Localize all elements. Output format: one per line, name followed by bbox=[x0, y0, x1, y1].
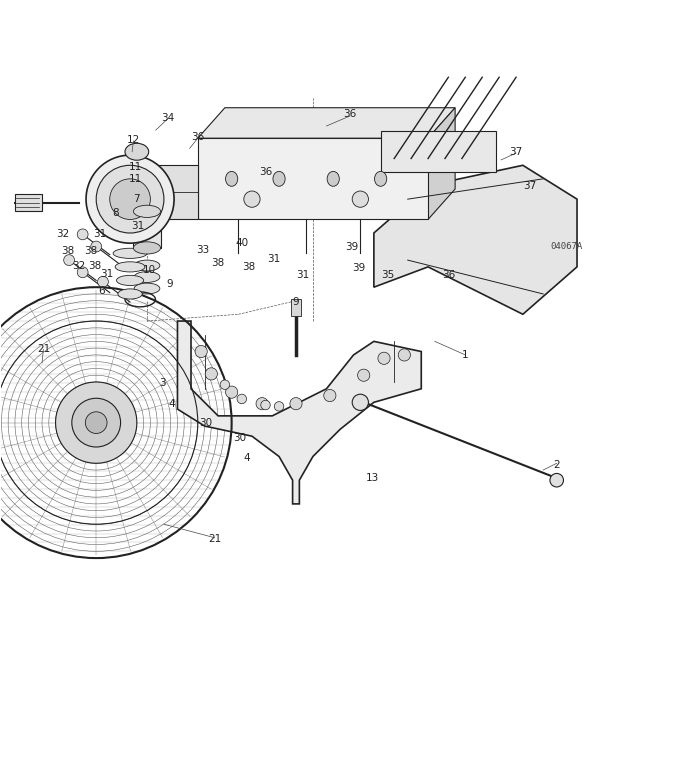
Circle shape bbox=[96, 165, 164, 233]
Text: 38: 38 bbox=[242, 262, 255, 272]
Circle shape bbox=[97, 277, 108, 287]
Text: 1: 1 bbox=[462, 350, 469, 360]
Text: 32: 32 bbox=[73, 261, 86, 270]
Ellipse shape bbox=[134, 260, 160, 271]
Text: 30: 30 bbox=[199, 418, 212, 428]
Text: 8: 8 bbox=[112, 208, 118, 218]
Text: 36: 36 bbox=[442, 270, 455, 280]
Text: 11: 11 bbox=[129, 162, 142, 172]
Text: 31: 31 bbox=[267, 254, 280, 264]
Circle shape bbox=[86, 412, 107, 433]
Ellipse shape bbox=[327, 171, 339, 186]
Circle shape bbox=[274, 402, 284, 411]
Bar bbox=[291, 299, 301, 316]
Polygon shape bbox=[198, 108, 455, 138]
Circle shape bbox=[91, 241, 101, 252]
Ellipse shape bbox=[115, 262, 145, 272]
Circle shape bbox=[290, 397, 302, 410]
Text: 39: 39 bbox=[345, 241, 359, 251]
Circle shape bbox=[324, 390, 336, 402]
Text: 3: 3 bbox=[159, 378, 166, 388]
Circle shape bbox=[64, 254, 75, 266]
Polygon shape bbox=[381, 131, 496, 172]
Circle shape bbox=[78, 267, 88, 277]
Circle shape bbox=[352, 191, 369, 207]
Ellipse shape bbox=[134, 283, 160, 294]
Circle shape bbox=[260, 400, 270, 410]
Text: 38: 38 bbox=[61, 245, 74, 256]
Text: 9: 9 bbox=[292, 297, 299, 307]
Text: 35: 35 bbox=[381, 270, 394, 280]
Polygon shape bbox=[177, 321, 422, 504]
Bar bbox=[15, 194, 42, 212]
Ellipse shape bbox=[133, 206, 160, 218]
Circle shape bbox=[358, 369, 370, 381]
Text: 31: 31 bbox=[100, 269, 113, 279]
Text: 13: 13 bbox=[366, 473, 379, 483]
Text: 36: 36 bbox=[259, 167, 272, 177]
Text: 38: 38 bbox=[211, 258, 224, 268]
Text: 31: 31 bbox=[296, 270, 309, 280]
Ellipse shape bbox=[113, 248, 147, 258]
Text: 2: 2 bbox=[554, 460, 560, 470]
Circle shape bbox=[378, 352, 390, 364]
Polygon shape bbox=[428, 108, 455, 219]
Text: 31: 31 bbox=[93, 229, 106, 239]
Text: 38: 38 bbox=[88, 261, 101, 270]
Circle shape bbox=[237, 394, 247, 403]
Circle shape bbox=[220, 380, 230, 390]
Ellipse shape bbox=[134, 272, 160, 283]
Bar bbox=[133, 211, 160, 248]
Text: 37: 37 bbox=[509, 147, 523, 157]
Text: 32: 32 bbox=[56, 229, 69, 239]
Text: 11: 11 bbox=[129, 174, 142, 184]
Text: 40: 40 bbox=[235, 238, 248, 248]
Bar bbox=[198, 138, 428, 219]
Circle shape bbox=[205, 367, 218, 380]
Text: 36: 36 bbox=[191, 132, 205, 142]
Circle shape bbox=[109, 179, 150, 219]
Circle shape bbox=[352, 394, 369, 410]
Bar bbox=[157, 165, 198, 219]
Circle shape bbox=[256, 397, 268, 410]
Circle shape bbox=[78, 229, 88, 240]
Text: 31: 31 bbox=[131, 222, 145, 231]
Circle shape bbox=[226, 386, 238, 398]
Text: 12: 12 bbox=[127, 134, 140, 144]
Text: 37: 37 bbox=[523, 180, 537, 190]
Ellipse shape bbox=[133, 242, 160, 254]
Text: 21: 21 bbox=[208, 534, 221, 544]
Circle shape bbox=[56, 382, 137, 463]
Circle shape bbox=[195, 345, 207, 358]
Text: 33: 33 bbox=[197, 245, 210, 255]
Text: 9: 9 bbox=[166, 279, 173, 289]
Polygon shape bbox=[374, 165, 577, 314]
Circle shape bbox=[398, 349, 411, 361]
Text: 04067A: 04067A bbox=[550, 242, 582, 251]
Ellipse shape bbox=[226, 171, 238, 186]
Ellipse shape bbox=[375, 171, 387, 186]
Text: 38: 38 bbox=[84, 245, 97, 256]
Ellipse shape bbox=[125, 144, 149, 160]
Ellipse shape bbox=[118, 289, 142, 299]
Text: 21: 21 bbox=[37, 345, 50, 354]
Circle shape bbox=[72, 398, 120, 447]
Circle shape bbox=[244, 191, 260, 207]
Text: 7: 7 bbox=[133, 194, 140, 204]
Text: 39: 39 bbox=[352, 264, 366, 274]
Circle shape bbox=[86, 155, 174, 243]
Text: 36: 36 bbox=[343, 109, 357, 119]
Ellipse shape bbox=[273, 171, 285, 186]
Text: 34: 34 bbox=[160, 113, 174, 123]
Text: 6: 6 bbox=[99, 286, 105, 296]
Text: 4: 4 bbox=[169, 399, 175, 409]
Text: 4: 4 bbox=[243, 453, 250, 463]
Circle shape bbox=[550, 474, 564, 487]
Ellipse shape bbox=[116, 275, 143, 286]
Text: 30: 30 bbox=[233, 432, 246, 442]
Text: 10: 10 bbox=[143, 265, 156, 275]
